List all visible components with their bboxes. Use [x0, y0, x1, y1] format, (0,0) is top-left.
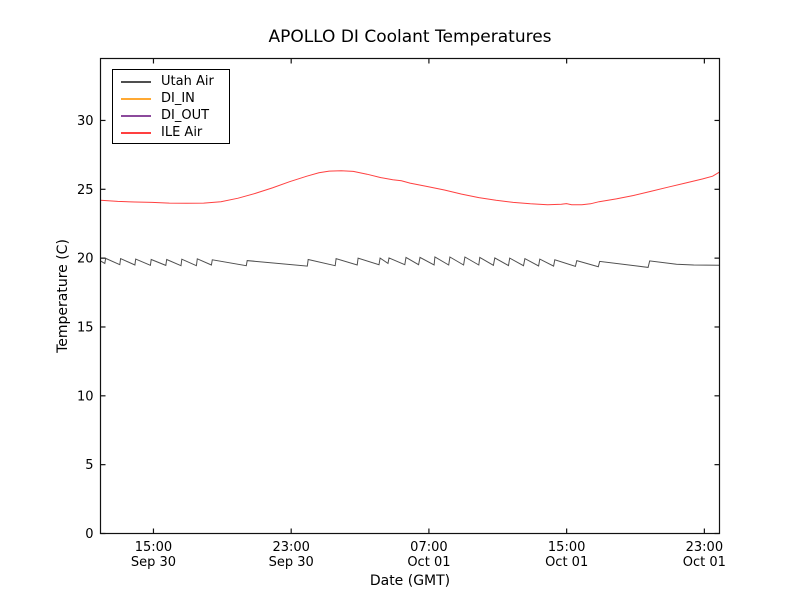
y-tick-label: 10	[77, 389, 94, 404]
legend-line-sample-ile-air	[121, 131, 151, 134]
x-tick-label-date: Oct 01	[407, 555, 450, 570]
x-tick-label-time: 23:00	[272, 540, 309, 555]
legend-line-sample-di-out	[121, 114, 151, 117]
y-tick-label: 20	[77, 252, 94, 267]
legend-label-utah-air: Utah Air	[161, 74, 214, 89]
legend-item-utah-air: Utah Air	[113, 73, 229, 90]
x-tick-label-date: Sep 30	[131, 555, 176, 570]
x-tick-label-time: 07:00	[410, 540, 447, 555]
legend-item-ile-air: ILE Air	[113, 124, 229, 141]
series-line-utah-air	[100, 256, 720, 268]
series-line-ile-air	[100, 170, 720, 206]
x-tick-label-date: Oct 01	[683, 555, 726, 570]
y-tick-label: 0	[85, 527, 93, 542]
y-tick-label: 25	[77, 183, 94, 198]
x-tick-label-time: 15:00	[135, 540, 172, 555]
legend-item-di-out: DI_OUT	[113, 107, 229, 124]
x-tick-label-time: 23:00	[686, 540, 723, 555]
y-tick-label: 30	[77, 114, 94, 129]
x-tick-label-date: Oct 01	[545, 555, 588, 570]
legend-label-di-in: DI_IN	[161, 91, 195, 106]
legend: Utah Air DI_IN DI_OUT ILE Air	[112, 69, 230, 144]
x-axis-label: Date (GMT)	[369, 573, 451, 589]
legend-item-di-in: DI_IN	[113, 90, 229, 107]
legend-line-sample-di-in	[121, 97, 151, 100]
chart-title: APOLLO DI Coolant Temperatures	[268, 27, 552, 47]
legend-label-di-out: DI_OUT	[161, 108, 210, 123]
legend-label-ile-air: ILE Air	[161, 125, 203, 140]
x-tick-label-date: Sep 30	[269, 555, 314, 570]
x-tick-label-time: 15:00	[548, 540, 585, 555]
y-tick-label: 15	[77, 320, 94, 335]
axes-frame	[99, 57, 721, 535]
legend-line-sample-utah-air	[121, 80, 151, 83]
y-tick-label: 5	[85, 458, 93, 473]
